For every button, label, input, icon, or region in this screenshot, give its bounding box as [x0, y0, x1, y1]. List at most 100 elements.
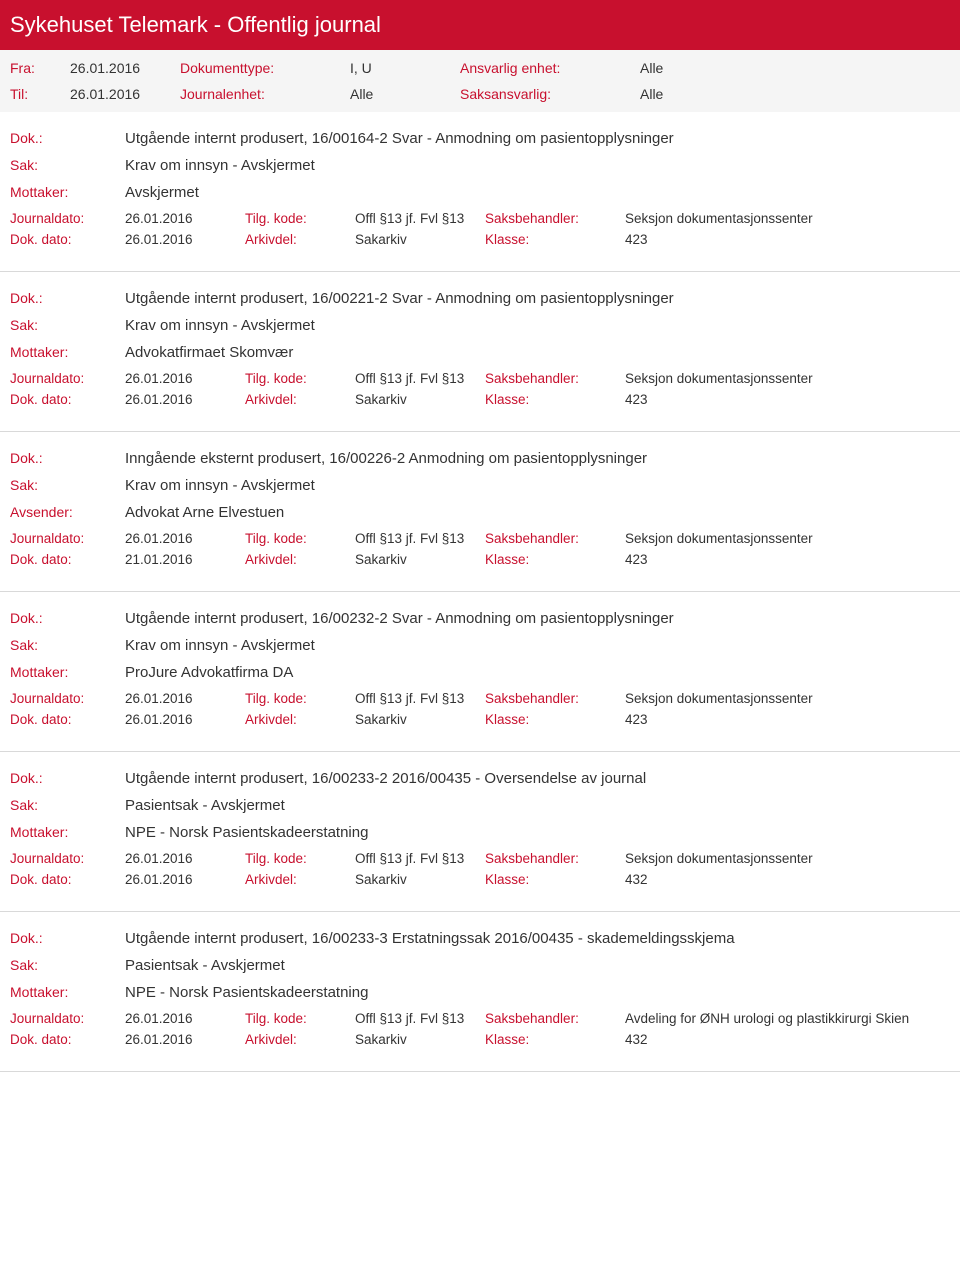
party-label: Mottaker: — [10, 184, 125, 200]
journal-entry: Dok.: Utgående internt produsert, 16/002… — [0, 272, 960, 432]
party-label: Mottaker: — [10, 984, 125, 1000]
arkivdel-label: Arkivdel: — [245, 552, 355, 567]
tilgkode-label: Tilg. kode: — [245, 211, 355, 226]
journaldato-value: 26.01.2016 — [125, 211, 245, 226]
dok-label: Dok.: — [10, 130, 125, 146]
dokumenttype-label: Dokumenttype: — [180, 60, 350, 76]
sak-value: Krav om innsyn - Avskjermet — [125, 317, 950, 334]
party-value: NPE - Norsk Pasientskadeerstatning — [125, 984, 950, 1001]
sak-label: Sak: — [10, 957, 125, 973]
party-label: Mottaker: — [10, 664, 125, 680]
saksbehandler-value: Seksjon dokumentasjonssenter — [625, 691, 950, 706]
klasse-label: Klasse: — [485, 392, 625, 407]
party-value: NPE - Norsk Pasientskadeerstatning — [125, 824, 950, 841]
journal-entry: Dok.: Utgående internt produsert, 16/002… — [0, 752, 960, 912]
journal-entry: Dok.: Utgående internt produsert, 16/002… — [0, 592, 960, 752]
journaldato-label: Journaldato: — [10, 1011, 125, 1026]
tilgkode-value: Offl §13 jf. Fvl §13 — [355, 531, 485, 546]
journaldato-value: 26.01.2016 — [125, 1011, 245, 1026]
saksbehandler-value: Seksjon dokumentasjonssenter — [625, 531, 950, 546]
sak-value: Pasientsak - Avskjermet — [125, 797, 950, 814]
sak-label: Sak: — [10, 157, 125, 173]
journal-entry: Dok.: Utgående internt produsert, 16/002… — [0, 912, 960, 1072]
dok-value: Utgående internt produsert, 16/00233-3 E… — [125, 930, 950, 947]
saksbehandler-label: Saksbehandler: — [485, 851, 625, 866]
sak-label: Sak: — [10, 477, 125, 493]
klasse-label: Klasse: — [485, 872, 625, 887]
ansvarlig-label: Ansvarlig enhet: — [460, 60, 640, 76]
fra-label: Fra: — [10, 60, 70, 76]
tilgkode-label: Tilg. kode: — [245, 851, 355, 866]
saksbehandler-value: Seksjon dokumentasjonssenter — [625, 211, 950, 226]
dok-value: Utgående internt produsert, 16/00164-2 S… — [125, 130, 950, 147]
dok-value: Inngående eksternt produsert, 16/00226-2… — [125, 450, 950, 467]
dokdato-value: 26.01.2016 — [125, 392, 245, 407]
journaldato-label: Journaldato: — [10, 371, 125, 386]
klasse-value: 423 — [625, 232, 950, 247]
tilgkode-label: Tilg. kode: — [245, 531, 355, 546]
dokdato-value: 21.01.2016 — [125, 552, 245, 567]
klasse-value: 423 — [625, 712, 950, 727]
party-label: Avsender: — [10, 504, 125, 520]
tilgkode-value: Offl §13 jf. Fvl §13 — [355, 211, 485, 226]
arkivdel-value: Sakarkiv — [355, 392, 485, 407]
sak-label: Sak: — [10, 637, 125, 653]
saksbehandler-label: Saksbehandler: — [485, 371, 625, 386]
arkivdel-label: Arkivdel: — [245, 232, 355, 247]
arkivdel-label: Arkivdel: — [245, 712, 355, 727]
dok-label: Dok.: — [10, 610, 125, 626]
saksbehandler-value: Seksjon dokumentasjonssenter — [625, 851, 950, 866]
journaldato-label: Journaldato: — [10, 531, 125, 546]
dokdato-label: Dok. dato: — [10, 712, 125, 727]
klasse-label: Klasse: — [485, 552, 625, 567]
ansvarlig-value: Alle — [640, 60, 740, 76]
journaldato-value: 26.01.2016 — [125, 371, 245, 386]
dok-label: Dok.: — [10, 770, 125, 786]
saksbehandler-label: Saksbehandler: — [485, 691, 625, 706]
journaldato-value: 26.01.2016 — [125, 691, 245, 706]
party-value: ProJure Advokatfirma DA — [125, 664, 950, 681]
journaldato-value: 26.01.2016 — [125, 851, 245, 866]
klasse-value: 423 — [625, 552, 950, 567]
sak-value: Krav om innsyn - Avskjermet — [125, 637, 950, 654]
dokumenttype-value: I, U — [350, 60, 460, 76]
saksbehandler-label: Saksbehandler: — [485, 531, 625, 546]
dokdato-value: 26.01.2016 — [125, 232, 245, 247]
journalenhet-label: Journalenhet: — [180, 86, 350, 102]
journal-entry: Dok.: Inngående eksternt produsert, 16/0… — [0, 432, 960, 592]
saksbehandler-label: Saksbehandler: — [485, 211, 625, 226]
dokdato-value: 26.01.2016 — [125, 872, 245, 887]
journaldato-value: 26.01.2016 — [125, 531, 245, 546]
dok-value: Utgående internt produsert, 16/00233-2 2… — [125, 770, 950, 787]
journaldato-label: Journaldato: — [10, 211, 125, 226]
tilgkode-label: Tilg. kode: — [245, 691, 355, 706]
dokdato-label: Dok. dato: — [10, 392, 125, 407]
klasse-label: Klasse: — [485, 712, 625, 727]
dokdato-label: Dok. dato: — [10, 552, 125, 567]
til-label: Til: — [10, 86, 70, 102]
meta-bar: Fra: 26.01.2016 Dokumenttype: I, U Ansva… — [0, 50, 960, 112]
saksbehandler-value: Seksjon dokumentasjonssenter — [625, 371, 950, 386]
tilgkode-label: Tilg. kode: — [245, 371, 355, 386]
arkivdel-value: Sakarkiv — [355, 872, 485, 887]
party-value: Advokatfirmaet Skomvær — [125, 344, 950, 361]
saksansvarlig-label: Saksansvarlig: — [460, 86, 640, 102]
arkivdel-value: Sakarkiv — [355, 712, 485, 727]
tilgkode-value: Offl §13 jf. Fvl §13 — [355, 691, 485, 706]
fra-value: 26.01.2016 — [70, 60, 180, 76]
tilgkode-value: Offl §13 jf. Fvl §13 — [355, 371, 485, 386]
arkivdel-value: Sakarkiv — [355, 552, 485, 567]
journaldato-label: Journaldato: — [10, 691, 125, 706]
party-value: Advokat Arne Elvestuen — [125, 504, 950, 521]
sak-value: Krav om innsyn - Avskjermet — [125, 477, 950, 494]
party-label: Mottaker: — [10, 824, 125, 840]
arkivdel-label: Arkivdel: — [245, 392, 355, 407]
saksansvarlig-value: Alle — [640, 86, 740, 102]
saksbehandler-value: Avdeling for ØNH urologi og plastikkirur… — [625, 1011, 950, 1026]
arkivdel-value: Sakarkiv — [355, 1032, 485, 1047]
dok-value: Utgående internt produsert, 16/00232-2 S… — [125, 610, 950, 627]
dokdato-value: 26.01.2016 — [125, 1032, 245, 1047]
dokdato-label: Dok. dato: — [10, 1032, 125, 1047]
saksbehandler-label: Saksbehandler: — [485, 1011, 625, 1026]
sak-label: Sak: — [10, 797, 125, 813]
